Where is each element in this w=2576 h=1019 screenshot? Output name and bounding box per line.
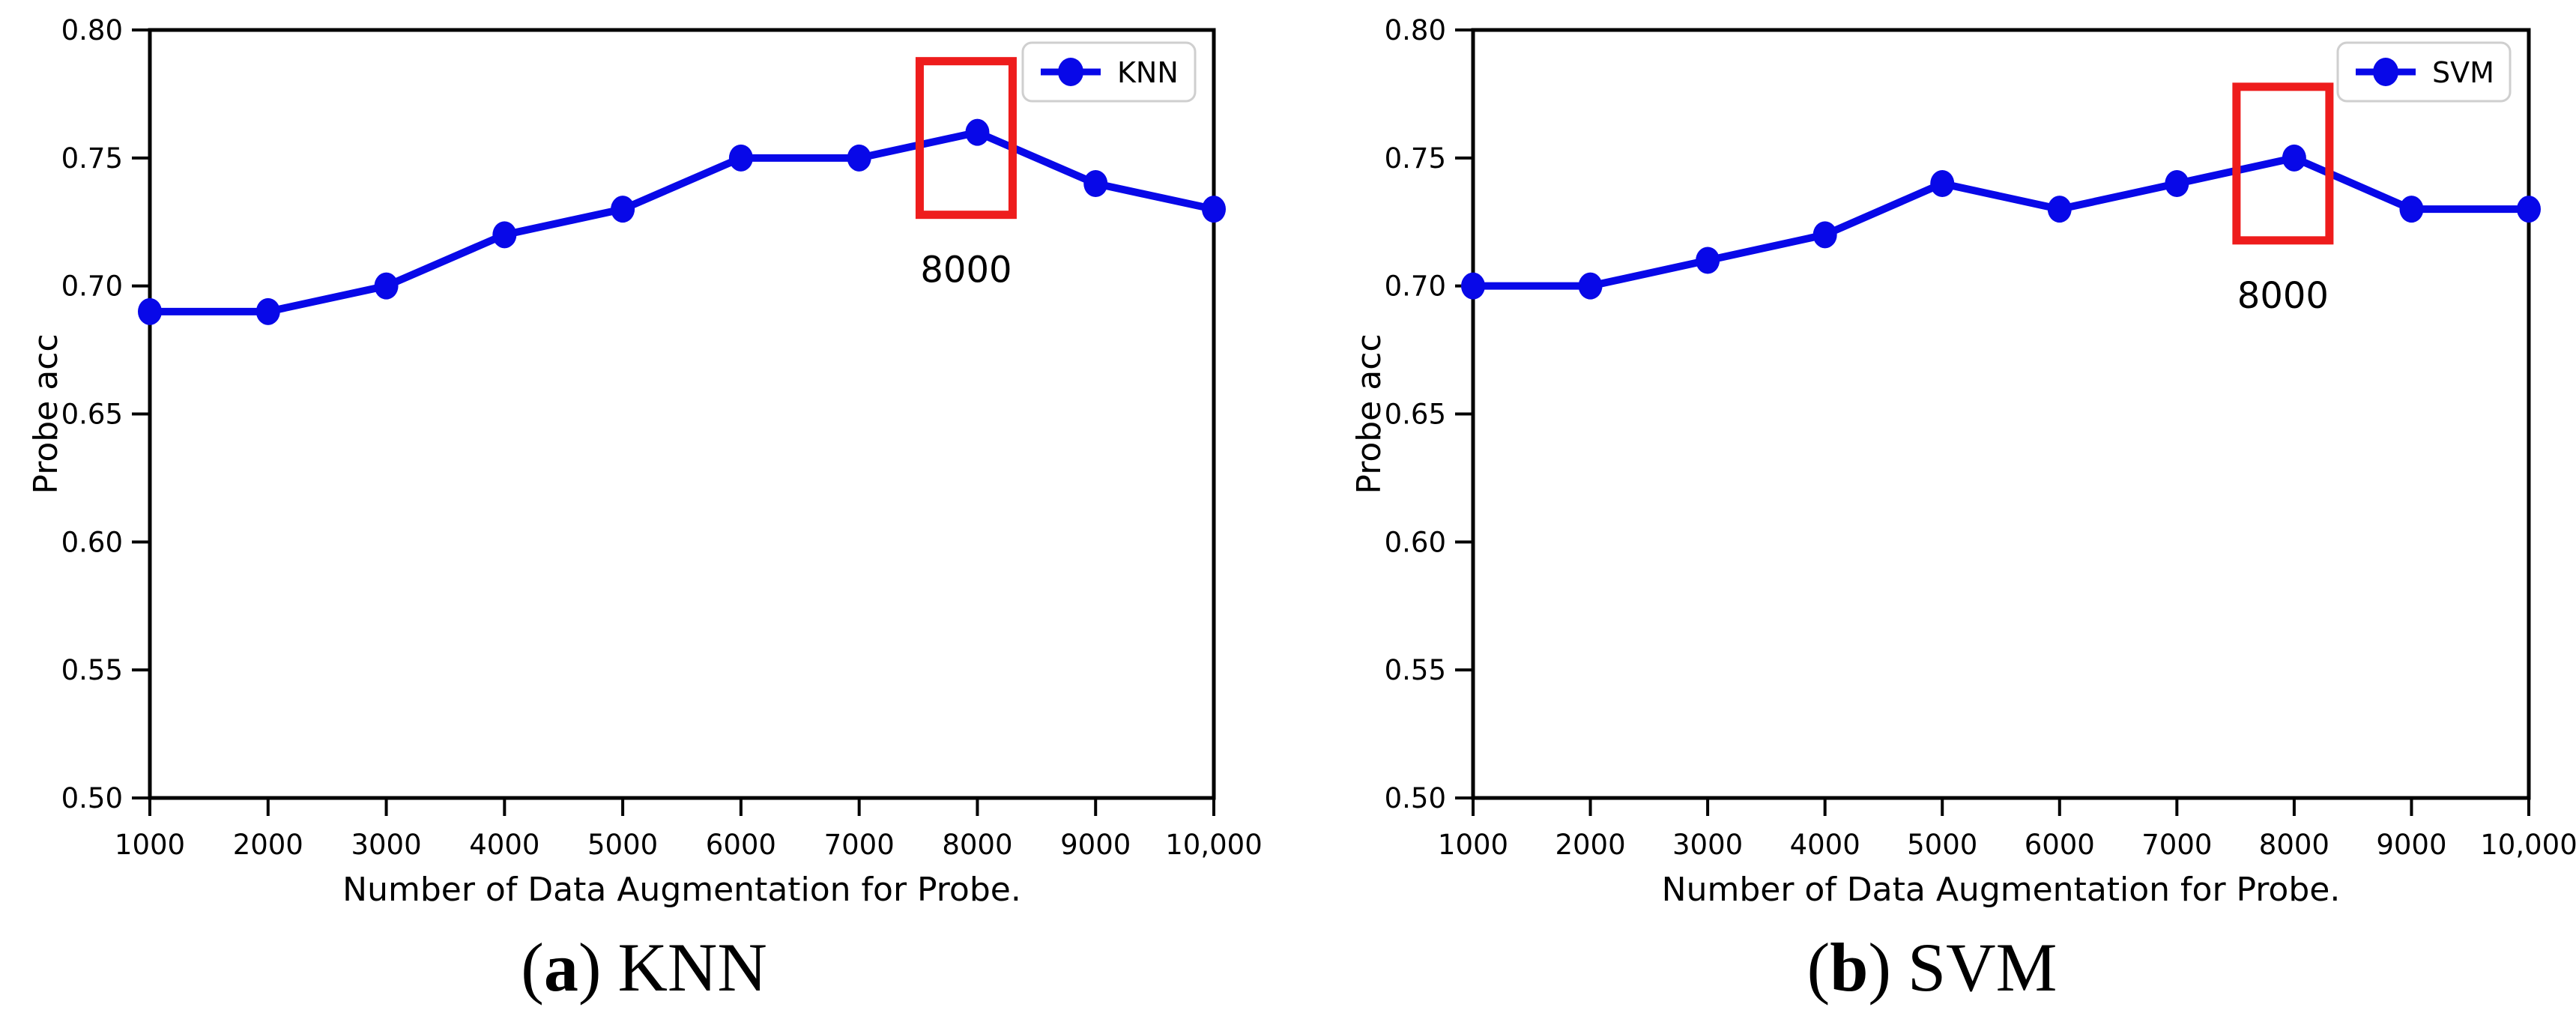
x-tick-label: 7000 [824, 829, 895, 861]
y-tick-label: 0.65 [1385, 399, 1446, 431]
legend-label: SVM [2432, 56, 2494, 89]
y-axis-title: Probe acc [27, 333, 65, 494]
legend-box [1021, 41, 1197, 103]
highlight-box [915, 57, 1017, 220]
x-tick-label: 10,000 [1165, 829, 1262, 861]
data-point [1812, 221, 1837, 249]
highlight-box [2232, 82, 2334, 245]
data-point [847, 144, 871, 172]
data-point [492, 221, 517, 249]
data-point [728, 144, 753, 172]
x-tick-label: 7000 [2141, 829, 2212, 861]
data-point [1578, 272, 1603, 300]
data-line [1469, 154, 2533, 290]
plot-frame [148, 28, 1216, 800]
data-line [146, 128, 1218, 315]
data-point [1930, 170, 1955, 197]
legend-marker [2373, 58, 2398, 86]
y-tick-label: 0.75 [1385, 142, 1446, 175]
x-axis-title: Number of Data Augmentation for Probe. [342, 871, 1021, 909]
x-tick-label: 3000 [351, 829, 421, 861]
x-tick-label: 6000 [2025, 829, 2095, 861]
x-tick-label: 1000 [1438, 829, 1508, 861]
x-tick-label: 2000 [1555, 829, 1625, 861]
knn-chart: 0.50 0.55 0.60 0.65 0.70 0.75 0.80 1000 2000 3000… [27, 14, 1263, 909]
y-tick-label: 0.50 [61, 782, 123, 814]
legend-marker [1058, 58, 1083, 86]
x-tick-label: 9000 [2376, 829, 2446, 861]
caption-marker: a [543, 929, 578, 1006]
x-tick-label: 1000 [115, 829, 185, 861]
x-tick-label: 2000 [233, 829, 303, 861]
y-tick-label: 0.55 [1385, 654, 1446, 686]
x-tick-label: 5000 [587, 829, 658, 861]
y-tick-label: 0.80 [1385, 14, 1446, 46]
panel-caption-a: (a) KNN [0, 916, 1288, 1019]
x-tick-label: 5000 [1907, 829, 1977, 861]
x-tick-label: 9000 [1060, 829, 1131, 861]
data-point [611, 196, 635, 223]
x-tick-label: 8000 [942, 829, 1012, 861]
x-tick-label: 8000 [2259, 829, 2329, 861]
y-tick-label: 0.70 [1385, 270, 1446, 303]
data-point [2047, 196, 2072, 223]
data-point [1083, 170, 1108, 197]
chart-panel-knn: 0.50 0.55 0.60 0.65 0.70 0.75 0.80 1000 2000 3000… [0, 14, 1288, 1019]
x-tick-label: 6000 [706, 829, 776, 861]
legend: KNN [1021, 41, 1197, 103]
y-tick-label: 0.70 [61, 270, 123, 303]
x-tick-label: 10,000 [2480, 829, 2576, 861]
y-tick-label: 0.55 [61, 654, 123, 686]
panel-caption-b: (b) SVM [1288, 916, 2576, 1019]
plot-frame [1471, 28, 2531, 800]
caption-paren-open: ( [1806, 929, 1830, 1006]
legend-box [2336, 41, 2512, 103]
data-point [256, 297, 280, 325]
data-point [1202, 196, 1226, 223]
data-point [374, 272, 399, 300]
y-axis-title: Probe acc [1350, 333, 1388, 494]
legend: SVM [2336, 41, 2512, 103]
y-tick-label: 0.65 [61, 399, 123, 431]
data-point [1696, 247, 1720, 274]
caption-paren-close: ) [578, 929, 602, 1006]
data-point [2517, 196, 2541, 223]
y-tick-label: 0.75 [61, 142, 123, 175]
legend-label: KNN [1117, 56, 1179, 89]
highlight-label: 8000 [2237, 275, 2329, 317]
chart-panel-svm: 0.50 0.55 0.60 0.65 0.70 0.75 0.80 1000 2000 3000… [1288, 0, 2576, 1019]
y-tick-label: 0.50 [1385, 782, 1446, 814]
y-tick-label: 0.60 [61, 526, 123, 558]
x-tick-label: 4000 [1790, 829, 1860, 861]
y-tick-label: 0.80 [61, 14, 123, 46]
x-tick-label: 3000 [1672, 829, 1743, 861]
caption-marker: b [1830, 929, 1869, 1006]
highlight-label: 8000 [920, 250, 1012, 291]
caption-paren-close: ) [1868, 929, 1892, 1006]
data-point [965, 118, 990, 146]
data-point [138, 297, 162, 325]
x-axis-title: Number of Data Augmentation for Probe. [1662, 871, 2341, 909]
svm-chart: 0.50 0.55 0.60 0.65 0.70 0.75 0.80 1000 2000 3000… [1350, 14, 2576, 909]
data-point [2165, 170, 2189, 197]
caption-label: SVM [1908, 929, 2058, 1006]
caption-paren-open: ( [521, 929, 544, 1006]
data-point [1461, 272, 1485, 300]
x-tick-label: 4000 [469, 829, 539, 861]
data-point [2399, 196, 2424, 223]
data-point [2282, 144, 2306, 172]
y-tick-label: 0.60 [1385, 526, 1446, 558]
caption-label: KNN [617, 929, 767, 1006]
